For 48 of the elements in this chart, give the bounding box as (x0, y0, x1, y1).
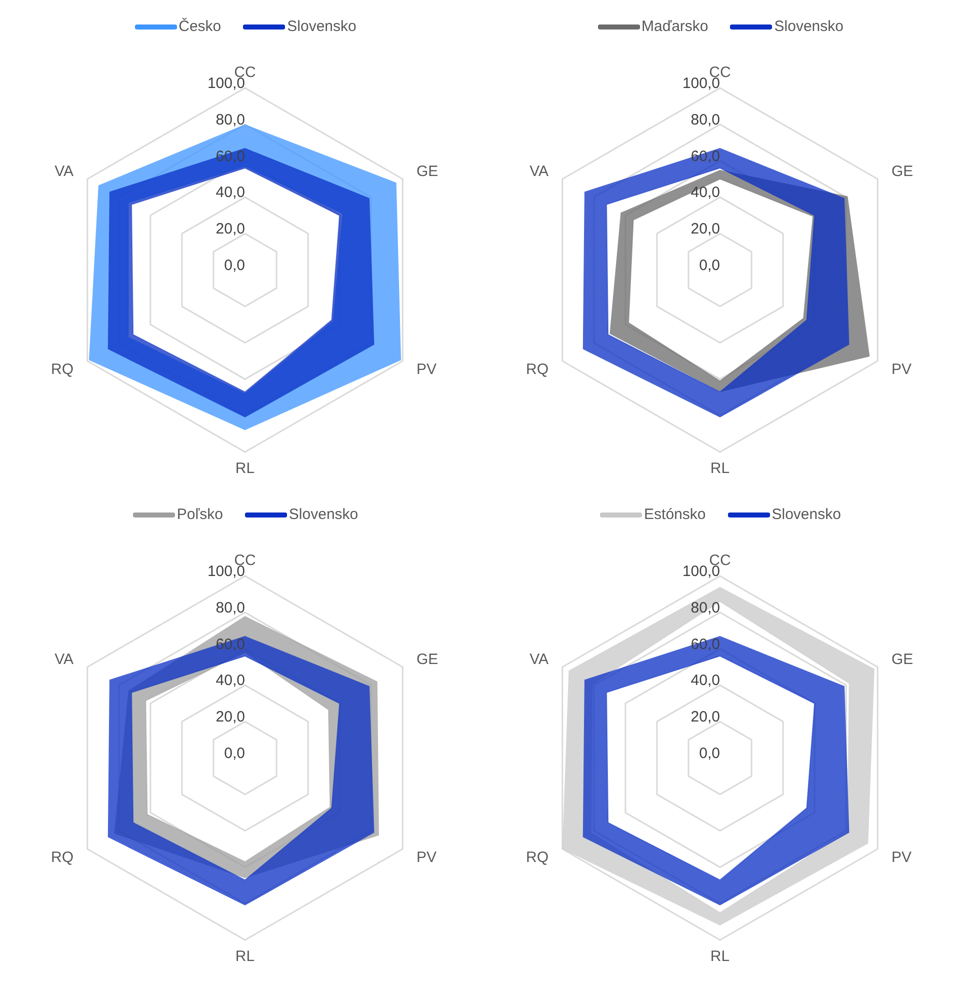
y-tick-label: 40,0 (690, 672, 720, 690)
y-tick-label: 80,0 (216, 111, 245, 128)
spoke-label: GE (891, 163, 914, 180)
spoke-label: GE (891, 651, 914, 668)
y-tick-label: 20,0 (216, 708, 245, 726)
legend-label: Poľsko (176, 506, 223, 523)
spoke-label: PV (416, 849, 436, 866)
y-tick-label: 20,0 (690, 220, 720, 238)
y-tick-label: 20,0 (690, 708, 720, 726)
spoke-label: RL (235, 948, 255, 965)
spoke-label: VA (54, 651, 74, 668)
spoke-label: RQ (51, 361, 74, 378)
legend-label: Česko (178, 18, 222, 35)
y-tick-label: 40,0 (216, 184, 245, 202)
y-tick-label: 40,0 (216, 672, 245, 690)
y-tick-label: 80,0 (216, 599, 245, 616)
spoke-label: VA (54, 163, 74, 180)
spoke-label: RL (235, 460, 255, 477)
y-tick-label: 60,0 (690, 636, 720, 653)
spoke-label: PV (891, 849, 912, 866)
spoke-label: GE (416, 163, 438, 180)
spoke-label: VA (530, 651, 549, 668)
spoke-label: PV (891, 361, 912, 378)
spoke-label: RQ (526, 849, 549, 866)
spoke-label: PV (416, 361, 436, 378)
legend-label: Slovensko (288, 506, 358, 523)
y-tick-label: 40,0 (690, 184, 720, 202)
legend-label: Slovensko (770, 506, 841, 523)
spoke-label: RL (710, 948, 730, 965)
y-tick-label: 60,0 (216, 148, 245, 165)
spoke-label: RQ (526, 361, 549, 378)
y-tick-label: 60,0 (216, 636, 245, 653)
spoke-label: RL (710, 460, 730, 477)
y-tick-label: 0,0 (699, 257, 720, 274)
legend-label: Estónsko (643, 506, 706, 523)
y-tick-label: 60,0 (690, 148, 720, 165)
spoke-label: GE (416, 651, 438, 668)
legend-label: Maďarsko (640, 18, 708, 35)
y-tick-label: 0,0 (224, 257, 245, 274)
spoke-label: RQ (51, 849, 74, 866)
spoke-label: VA (530, 163, 549, 180)
legend-label: Slovensko (773, 18, 844, 35)
legend-label: Slovensko (286, 18, 356, 35)
y-tick-label: 0,0 (224, 745, 245, 762)
y-tick-label: 20,0 (216, 220, 245, 238)
y-tick-label: 0,0 (699, 745, 720, 762)
y-tick-label: 80,0 (690, 111, 720, 128)
y-tick-label: 80,0 (690, 599, 720, 616)
